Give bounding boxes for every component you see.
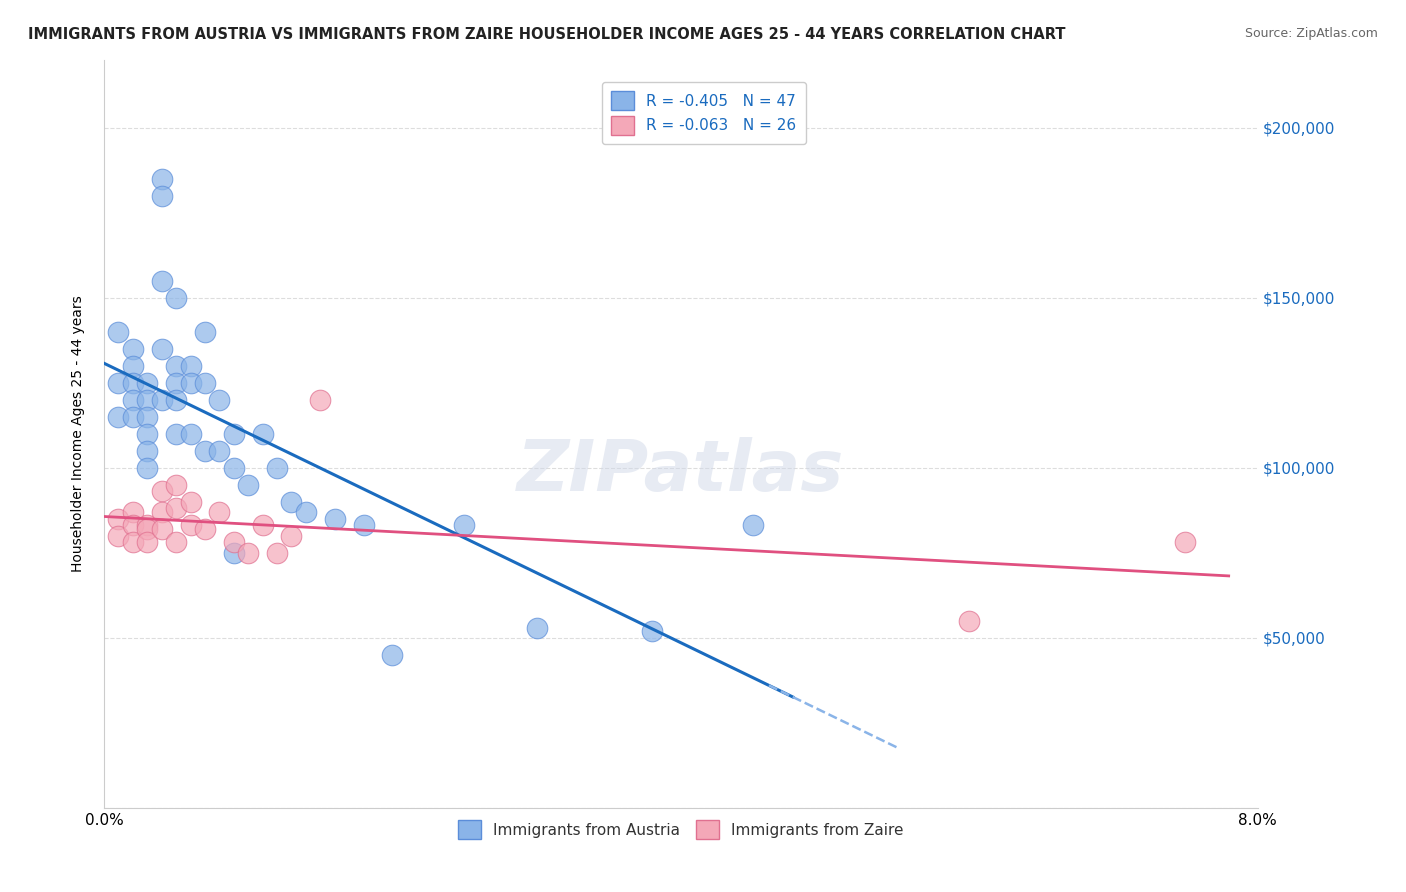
Point <box>179 426 201 441</box>
Point <box>641 624 664 638</box>
Point <box>165 392 187 407</box>
Point <box>252 426 274 441</box>
Point <box>208 505 231 519</box>
Point <box>179 376 201 390</box>
Point <box>136 376 159 390</box>
Point <box>121 518 143 533</box>
Point <box>136 460 159 475</box>
Point <box>165 359 187 373</box>
Point <box>526 620 548 634</box>
Point <box>136 426 159 441</box>
Point <box>121 392 143 407</box>
Point <box>194 376 217 390</box>
Point <box>194 325 217 339</box>
Point <box>280 494 302 508</box>
Point <box>107 325 129 339</box>
Point <box>121 359 143 373</box>
Point <box>136 522 159 536</box>
Point <box>222 535 245 549</box>
Point <box>150 505 173 519</box>
Point <box>121 409 143 424</box>
Point <box>165 535 187 549</box>
Text: ZIPatlas: ZIPatlas <box>517 436 845 506</box>
Point <box>121 376 143 390</box>
Point <box>121 342 143 356</box>
Point <box>150 342 173 356</box>
Point <box>309 392 332 407</box>
Point <box>165 426 187 441</box>
Point <box>136 535 159 549</box>
Point <box>136 518 159 533</box>
Point <box>165 477 187 491</box>
Point <box>957 614 980 628</box>
Point <box>121 505 143 519</box>
Point <box>136 409 159 424</box>
Point <box>179 518 201 533</box>
Point <box>238 546 260 560</box>
Point <box>323 511 346 525</box>
Point <box>165 291 187 305</box>
Point <box>165 501 187 516</box>
Point <box>194 522 217 536</box>
Legend: Immigrants from Austria, Immigrants from Zaire: Immigrants from Austria, Immigrants from… <box>453 814 910 845</box>
Point <box>208 392 231 407</box>
Point <box>222 546 245 560</box>
Point <box>107 511 129 525</box>
Y-axis label: Householder Income Ages 25 - 44 years: Householder Income Ages 25 - 44 years <box>72 295 86 572</box>
Point <box>150 274 173 288</box>
Point <box>741 518 763 533</box>
Text: IMMIGRANTS FROM AUSTRIA VS IMMIGRANTS FROM ZAIRE HOUSEHOLDER INCOME AGES 25 - 44: IMMIGRANTS FROM AUSTRIA VS IMMIGRANTS FR… <box>28 27 1066 42</box>
Point <box>208 443 231 458</box>
Point <box>150 188 173 202</box>
Point <box>222 460 245 475</box>
Text: Source: ZipAtlas.com: Source: ZipAtlas.com <box>1244 27 1378 40</box>
Point <box>295 505 318 519</box>
Point <box>353 518 375 533</box>
Point <box>252 518 274 533</box>
Point <box>179 494 201 508</box>
Point <box>107 409 129 424</box>
Point <box>1174 535 1197 549</box>
Point <box>266 460 288 475</box>
Point <box>266 546 288 560</box>
Point <box>150 484 173 499</box>
Point <box>165 376 187 390</box>
Point <box>194 443 217 458</box>
Point <box>136 443 159 458</box>
Point <box>280 529 302 543</box>
Point <box>238 477 260 491</box>
Point <box>107 376 129 390</box>
Point <box>136 392 159 407</box>
Point <box>107 529 129 543</box>
Point <box>150 171 173 186</box>
Point <box>453 518 475 533</box>
Point <box>222 426 245 441</box>
Point <box>150 392 173 407</box>
Point <box>179 359 201 373</box>
Point <box>381 648 404 662</box>
Point <box>150 522 173 536</box>
Point <box>121 535 143 549</box>
